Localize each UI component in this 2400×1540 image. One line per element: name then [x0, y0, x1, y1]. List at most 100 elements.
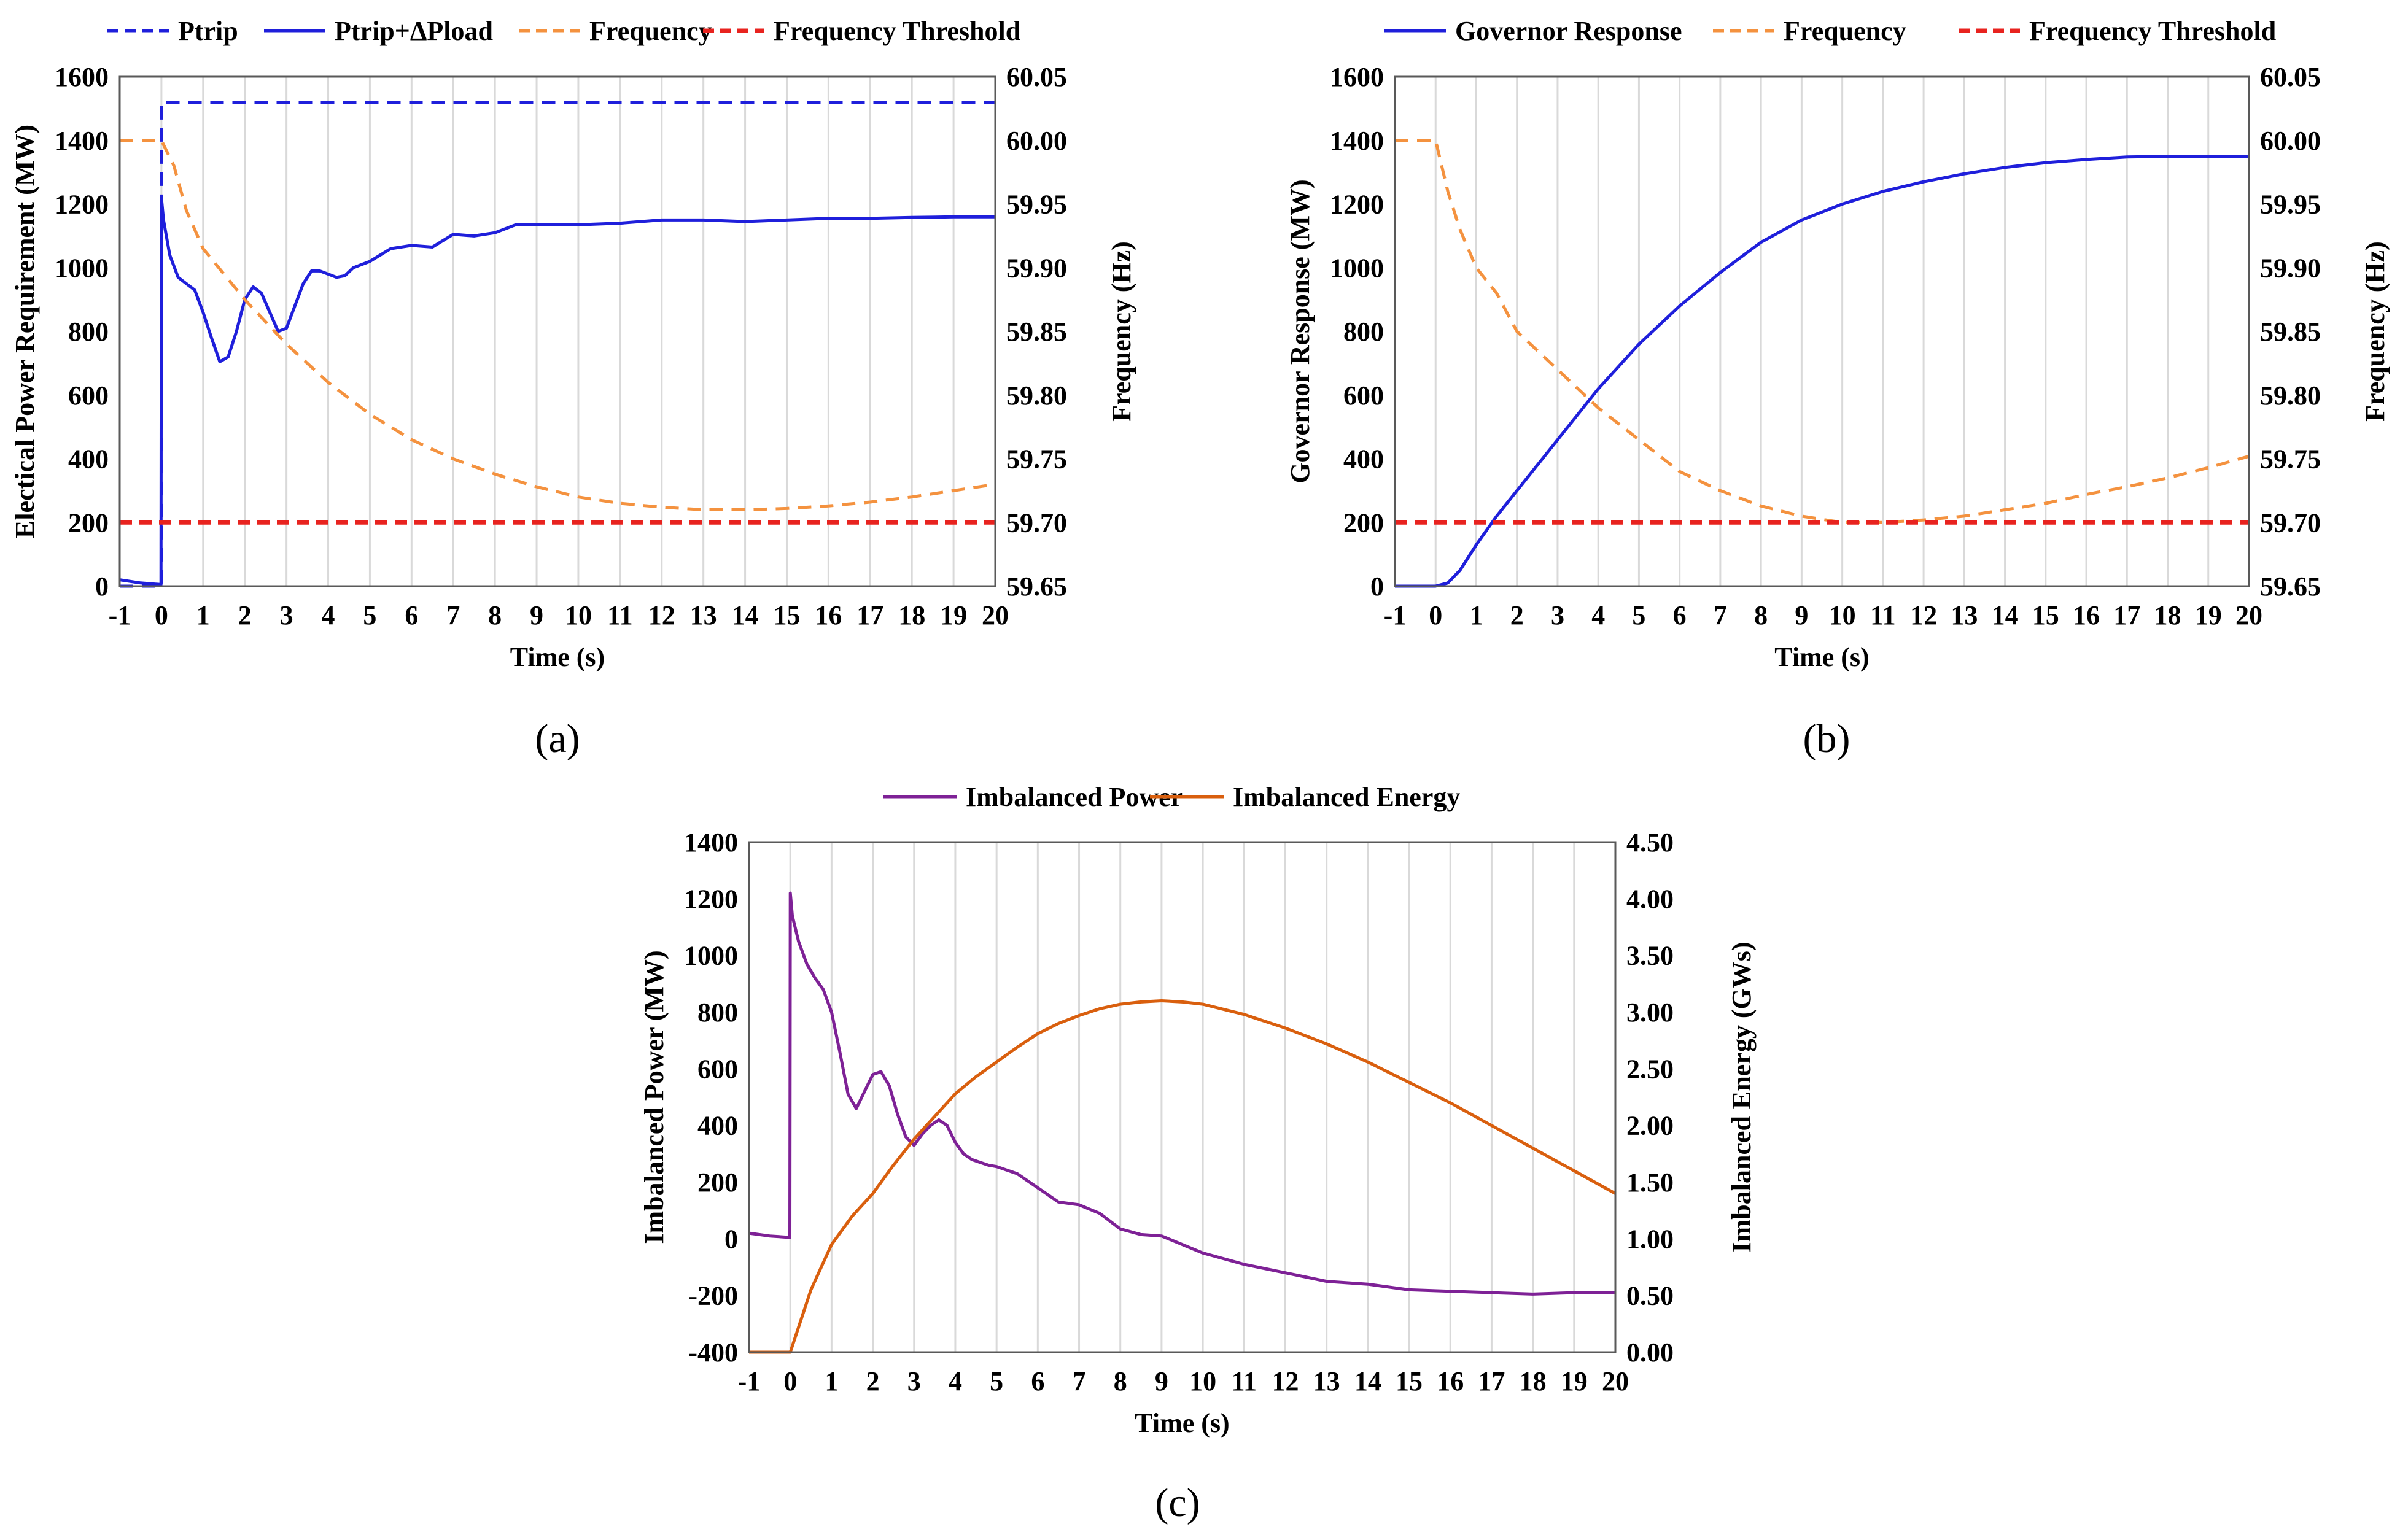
series-line-c-0: [748, 891, 1615, 1296]
legend-label-a-0: Ptrip: [178, 16, 238, 46]
x-tick-label-a-9: 8: [488, 600, 502, 630]
x-tick-label-a-19: 18: [898, 600, 925, 630]
x-tick-label-b-6: 5: [1632, 600, 1645, 630]
x-tick-label-a-6: 5: [363, 600, 376, 630]
y2-tick-label-c-3: 1.50: [1626, 1167, 1674, 1198]
panel-label-b: (b): [1803, 716, 1850, 761]
x-tick-label-a-17: 16: [815, 600, 842, 630]
y-tick-label-a-8: 1600: [55, 62, 109, 92]
x-tick-label-b-9: 8: [1754, 600, 1768, 630]
x-tick-label-a-14: 13: [690, 600, 717, 630]
x-tick-label-a-5: 4: [322, 600, 335, 630]
y-tick-label-c-1: -200: [688, 1281, 738, 1311]
y-tick-label-a-7: 1400: [55, 126, 109, 156]
x-tick-label-b-0: -1: [1384, 600, 1407, 630]
y-tick-label-c-5: 600: [697, 1054, 738, 1084]
x-tick-label-a-4: 3: [280, 600, 293, 630]
x-tick-label-c-9: 8: [1114, 1366, 1127, 1396]
legend-a: Ptrip Ptrip+ΔPload Frequency Frequency Thre…: [107, 16, 1020, 46]
x-tick-label-c-6: 5: [990, 1366, 1003, 1396]
y-tick-label-c-2: 0: [724, 1224, 738, 1254]
legend-label-b-1: Frequency: [1784, 16, 1906, 46]
x-tick-label-b-19: 18: [2154, 600, 2181, 630]
y2-tick-label-c-1: 0.50: [1626, 1281, 1674, 1311]
x-tick-label-c-4: 3: [907, 1366, 921, 1396]
x-tick-label-b-4: 3: [1551, 600, 1564, 630]
y2-axis-title-a: Frequency (Hz): [1106, 241, 1136, 422]
x-tick-label-a-21: 20: [982, 600, 1009, 630]
y2-tick-label-a-8: 60.05: [1006, 62, 1067, 92]
y2-tick-label-b-7: 60.00: [2260, 126, 2321, 156]
plot-frame-a: [118, 75, 996, 587]
x-tick-label-b-10: 9: [1795, 600, 1808, 630]
legend-c: Imbalanced Power Imbalanced Energy: [883, 782, 1460, 812]
panel-label-c: (c): [1155, 1480, 1200, 1525]
series-line-b-0: [1395, 155, 2249, 588]
plot-frame-b: [1394, 75, 2250, 587]
y2-tick-label-c-2: 1.00: [1626, 1224, 1674, 1254]
x-tick-label-c-1: 0: [783, 1366, 797, 1396]
axes-c: -1 0 1 2 3 4 5 6 7 8 9 10 11 12 13 14 15 16 17 18 19 20-400-2…: [684, 827, 1674, 1396]
x-tick-label-a-2: 1: [196, 600, 210, 630]
x-tick-label-a-13: 12: [648, 600, 675, 630]
x-axis-title-a: Time (s): [510, 642, 605, 672]
plot-area-c: [748, 891, 1617, 1354]
y-tick-label-a-3: 600: [68, 381, 109, 411]
x-tick-label-c-2: 1: [825, 1366, 838, 1396]
plot-area-a: [119, 101, 996, 588]
y-tick-label-a-4: 800: [68, 317, 109, 347]
x-tick-label-b-14: 13: [1951, 600, 1978, 630]
x-tick-label-c-17: 16: [1437, 1366, 1464, 1396]
panel-label-a: (a): [535, 716, 580, 761]
legend-label-c-0: Imbalanced Power: [966, 782, 1183, 812]
x-axis-title-b: Time (s): [1774, 642, 1869, 672]
series-line-c-1: [749, 999, 1617, 1354]
x-tick-label-a-7: 6: [405, 600, 418, 630]
y-tick-label-c-7: 1000: [684, 941, 738, 971]
y-tick-label-c-6: 800: [697, 997, 738, 1027]
y-tick-label-a-2: 400: [68, 444, 109, 474]
x-tick-label-a-0: -1: [109, 600, 131, 630]
y2-tick-label-c-9: 4.50: [1626, 827, 1674, 857]
x-tick-label-c-13: 12: [1272, 1366, 1299, 1396]
x-tick-label-a-3: 2: [238, 600, 252, 630]
x-tick-label-c-19: 18: [1520, 1366, 1547, 1396]
x-tick-label-c-16: 15: [1396, 1366, 1423, 1396]
x-tick-label-c-3: 2: [866, 1366, 880, 1396]
legend-label-b-2: Frequency Threshold: [2029, 16, 2276, 46]
series-line-a-1: [119, 196, 995, 586]
y2-tick-label-c-4: 2.00: [1626, 1111, 1674, 1141]
y2-tick-label-b-5: 59.90: [2260, 253, 2321, 283]
x-tick-label-b-15: 14: [1992, 600, 2019, 630]
x-tick-label-b-16: 15: [2032, 600, 2059, 630]
y2-tick-label-b-8: 60.05: [2260, 62, 2321, 92]
x-tick-label-b-8: 7: [1714, 600, 1727, 630]
y2-tick-label-a-4: 59.85: [1006, 317, 1067, 347]
legend-label-a-1: Ptrip+ΔPload: [335, 16, 493, 46]
x-tick-label-b-1: 0: [1429, 600, 1442, 630]
x-tick-label-c-7: 6: [1031, 1366, 1044, 1396]
x-tick-label-c-11: 10: [1189, 1366, 1216, 1396]
x-axis-title-c: Time (s): [1135, 1408, 1229, 1438]
y2-axis-title-c: Imbalanced Energy (GWs): [1726, 942, 1757, 1253]
y2-tick-label-a-0: 59.65: [1006, 571, 1067, 602]
x-tick-label-b-18: 17: [2113, 600, 2140, 630]
series-line-a-2: [120, 139, 996, 511]
x-tick-label-b-20: 19: [2195, 600, 2222, 630]
grid-a: [160, 77, 955, 586]
y-tick-label-c-9: 1400: [684, 827, 738, 857]
y-tick-label-c-3: 200: [697, 1167, 738, 1198]
x-tick-label-c-21: 20: [1602, 1366, 1629, 1396]
x-tick-label-a-16: 15: [773, 600, 800, 630]
y2-axis-title-b: Frequency (Hz): [2360, 241, 2390, 422]
y-axis-title-a: Electical Power Requirement (MW): [10, 125, 40, 538]
y2-tick-label-c-6: 3.00: [1626, 997, 1674, 1027]
legend-b: Governor Response Frequency Frequency Thre…: [1384, 16, 2276, 46]
x-tick-label-c-14: 13: [1313, 1366, 1340, 1396]
x-tick-label-c-15: 14: [1354, 1366, 1381, 1396]
x-tick-label-c-12: 11: [1231, 1366, 1257, 1396]
y-tick-label-b-0: 0: [1370, 571, 1384, 602]
x-tick-label-c-5: 4: [949, 1366, 962, 1396]
x-tick-label-c-18: 17: [1478, 1366, 1505, 1396]
y2-tick-label-b-6: 59.95: [2260, 190, 2321, 220]
